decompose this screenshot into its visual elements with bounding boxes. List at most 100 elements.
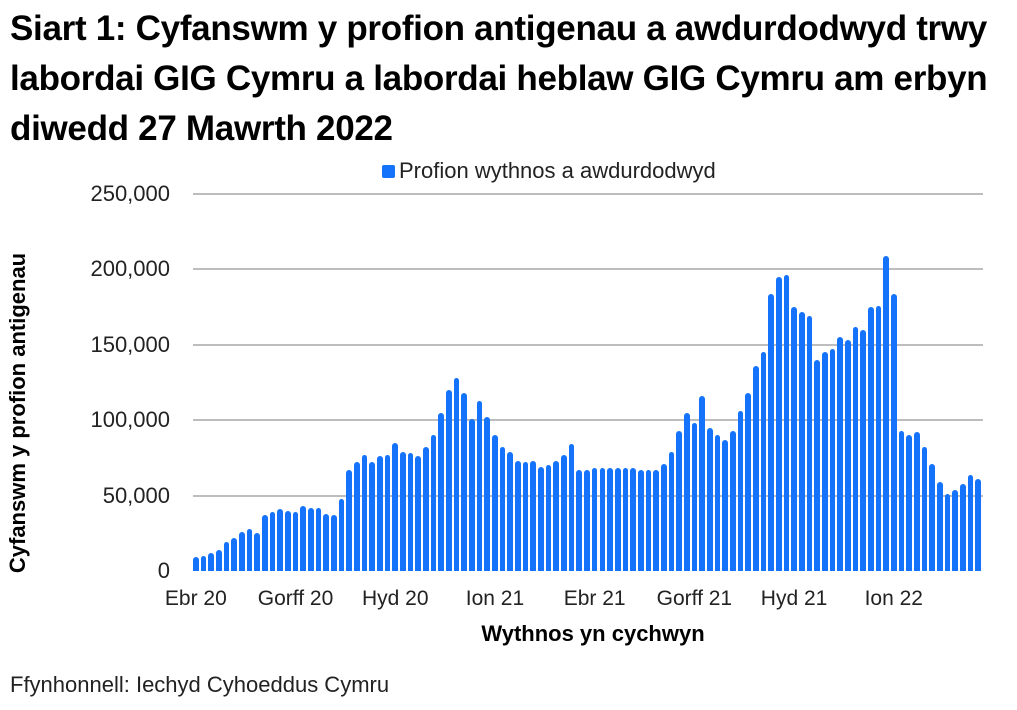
- bar: [722, 439, 728, 571]
- x-tick-label: Hyd 21: [760, 587, 828, 610]
- bar: [875, 305, 882, 571]
- bar: [492, 435, 498, 571]
- bar: [208, 552, 214, 571]
- source-note: Ffynhonnell: Iechyd Cyhoeddus Cymru: [10, 672, 390, 697]
- bar: [239, 531, 245, 571]
- bar: [760, 352, 767, 571]
- gridline: [193, 419, 983, 422]
- bar: [538, 466, 544, 571]
- bar: [515, 460, 521, 571]
- gridline: [193, 193, 983, 195]
- bar: [507, 451, 514, 571]
- bar: [331, 515, 337, 571]
- x-tick-label: Ebr 21: [563, 587, 626, 610]
- bar: [292, 512, 299, 571]
- bar: [262, 515, 268, 571]
- bar: [369, 462, 376, 571]
- bar: [430, 435, 437, 571]
- bar: [346, 469, 353, 571]
- x-tick-label: Ion 21: [465, 587, 525, 610]
- x-tick-label: Gorff 21: [656, 587, 733, 610]
- bar: [844, 340, 851, 571]
- bar: [921, 447, 928, 571]
- bar: [929, 463, 935, 571]
- chart-title: Siart 1: Cyfanswm y profion antigenau a …: [10, 9, 988, 148]
- bar: [967, 474, 974, 571]
- bar: [453, 377, 460, 571]
- bar: [354, 462, 360, 571]
- x-axis-label: Wythnos yn cychwyn: [481, 621, 705, 646]
- bar: [446, 390, 452, 571]
- bar: [193, 557, 199, 571]
- bar: [699, 396, 705, 571]
- bar: [561, 454, 567, 571]
- bar: [323, 513, 330, 571]
- bar: [768, 293, 774, 571]
- bar: [745, 393, 751, 571]
- bar: [936, 482, 943, 571]
- bar: [254, 533, 260, 571]
- bar: [607, 468, 613, 571]
- y-tick-label: 100,000: [90, 407, 170, 433]
- bar: [898, 430, 905, 571]
- bar: [683, 412, 690, 571]
- bar: [791, 307, 797, 571]
- y-tick-label: 50,000: [102, 482, 170, 508]
- bar: [545, 465, 552, 571]
- gridline: [193, 343, 983, 346]
- x-tick-label: Ebr 20: [164, 587, 227, 610]
- bar: [653, 469, 659, 571]
- bar: [814, 359, 820, 571]
- bar: [522, 462, 529, 571]
- bar: [461, 393, 468, 571]
- bar: [384, 454, 391, 571]
- bar: [469, 418, 475, 571]
- bar: [285, 510, 291, 571]
- bar: [637, 469, 644, 571]
- bar: [499, 447, 506, 571]
- bar: [338, 498, 345, 571]
- gridline: [193, 268, 983, 271]
- bar: [423, 447, 429, 571]
- bar: [591, 468, 598, 571]
- bar: [231, 537, 237, 571]
- bar: [837, 337, 843, 571]
- bar: [315, 507, 322, 571]
- bar: [975, 479, 981, 571]
- bar: [860, 329, 866, 571]
- bar: [622, 468, 629, 571]
- bar: [246, 528, 253, 571]
- bar: [829, 349, 836, 571]
- y-tick-label: 150,000: [90, 331, 170, 357]
- x-tick-label: Ion 22: [864, 587, 923, 610]
- bar: [415, 456, 422, 571]
- bar: [361, 454, 368, 571]
- y-tick-label: 250,000: [90, 181, 170, 206]
- bar: [913, 432, 920, 571]
- y-axis-label: Cyfanswm y profion antigenau: [5, 252, 30, 574]
- bar: [484, 417, 491, 571]
- legend: Profion wythnos a awdurdodwyd: [382, 158, 716, 184]
- bar: [645, 469, 652, 571]
- bar: [944, 494, 951, 571]
- bar: [714, 435, 721, 571]
- bar: [852, 326, 859, 571]
- bar: [553, 460, 560, 571]
- bar: [676, 430, 682, 571]
- x-tick-label: Hyd 20: [361, 587, 429, 610]
- bar: [630, 468, 636, 571]
- bar: [223, 542, 230, 571]
- bar: [614, 468, 621, 571]
- bar: [530, 460, 537, 571]
- bar: [959, 483, 966, 571]
- bar: [821, 352, 828, 571]
- bar: [407, 453, 414, 571]
- bar: [599, 468, 606, 571]
- bar: [300, 506, 307, 571]
- bar: [890, 293, 897, 571]
- bar: [377, 456, 383, 571]
- bar: [200, 555, 207, 571]
- bar: [775, 276, 782, 571]
- plot-area: [192, 190, 984, 572]
- bar: [584, 469, 590, 571]
